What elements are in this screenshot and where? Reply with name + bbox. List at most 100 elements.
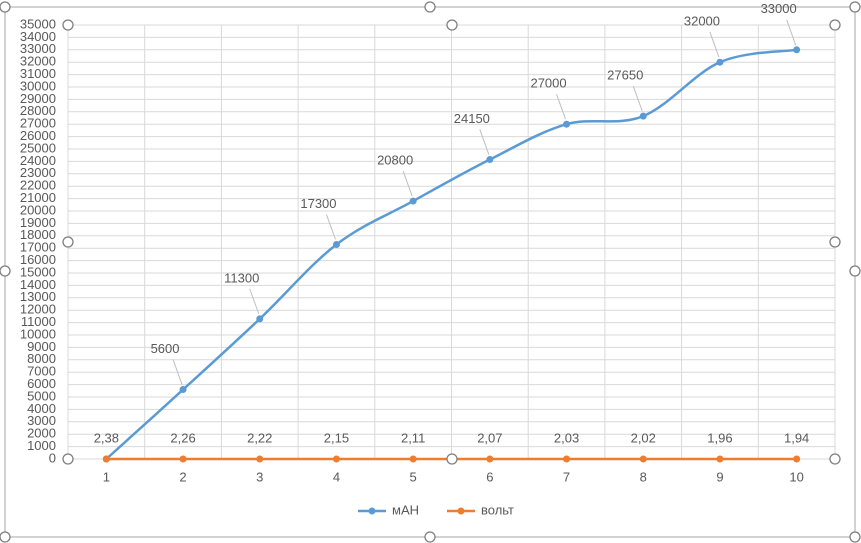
data-label: 17300 (300, 196, 336, 211)
data-label: 1,96 (707, 430, 732, 445)
x-tick-label: 3 (256, 469, 263, 484)
data-point (332, 240, 340, 248)
y-tick-label: 29000 (20, 91, 56, 106)
leader-line (632, 85, 643, 112)
y-tick-label: 11000 (21, 314, 56, 329)
y-tick-label: 5000 (27, 388, 56, 403)
data-point (486, 455, 494, 463)
data-point (716, 58, 724, 66)
y-tick-label: 6000 (27, 376, 56, 391)
data-label: 5600 (151, 341, 180, 356)
y-tick-label: 24000 (20, 153, 56, 168)
y-tick-label: 20000 (20, 202, 56, 217)
data-label: 2,02 (631, 430, 656, 445)
y-tick-label: 26000 (20, 128, 56, 143)
y-tick-label: 8000 (27, 351, 56, 366)
x-tick-label: 9 (716, 469, 723, 484)
y-tick-label: 23000 (20, 165, 56, 180)
data-point (102, 455, 110, 463)
data-point (332, 455, 340, 463)
x-tick-label: 4 (333, 469, 340, 484)
leader-line (172, 359, 183, 385)
y-tick-label: 33000 (20, 41, 56, 56)
legend-label: мАН (392, 502, 419, 517)
y-tick-label: 1000 (27, 438, 56, 453)
y-tick-label: 32000 (20, 54, 56, 69)
x-tick-label: 8 (640, 469, 647, 484)
y-tick-label: 21000 (20, 190, 56, 205)
y-tick-label: 22000 (20, 178, 56, 193)
y-tick-label: 19000 (20, 215, 56, 230)
data-label: 20800 (377, 153, 413, 168)
data-point (793, 46, 801, 54)
data-point (639, 112, 647, 120)
y-tick-label: 34000 (20, 29, 56, 44)
y-tick-label: 25000 (20, 140, 56, 155)
x-tick-label: 1 (103, 469, 110, 484)
y-tick-label: 35000 (20, 16, 56, 31)
data-point (793, 455, 801, 463)
y-tick-label: 16000 (20, 252, 56, 267)
data-label: 2,15 (324, 430, 349, 445)
y-tick-label: 9000 (27, 339, 56, 354)
y-tick-label: 18000 (20, 227, 56, 242)
leader-line (325, 214, 336, 240)
data-label: 27650 (607, 68, 643, 83)
data-label: 32000 (684, 14, 720, 29)
y-tick-label: 30000 (20, 78, 56, 93)
leader-line (249, 288, 260, 315)
data-point (409, 455, 417, 463)
data-point (179, 455, 187, 463)
data-point (639, 455, 647, 463)
legend-marker (457, 507, 465, 515)
data-label: 2,38 (94, 430, 119, 445)
data-point (256, 455, 264, 463)
x-tick-label: 5 (410, 469, 417, 484)
leader-line (709, 32, 720, 58)
data-label: 2,03 (554, 430, 579, 445)
data-label: 27000 (530, 76, 566, 91)
data-label: 24150 (454, 111, 490, 126)
data-label: 2,22 (247, 430, 272, 445)
y-tick-label: 15000 (20, 264, 56, 279)
data-label: 33000 (761, 1, 797, 16)
y-tick-label: 27000 (20, 116, 56, 131)
y-tick-label: 13000 (20, 289, 56, 304)
y-tick-label: 0 (49, 450, 56, 465)
y-tick-label: 7000 (27, 364, 56, 379)
y-tick-label: 4000 (27, 401, 56, 416)
chart-border (4, 6, 856, 538)
y-tick-label: 28000 (20, 103, 56, 118)
leader-line (479, 129, 490, 155)
y-tick-label: 2000 (27, 426, 56, 441)
x-tick-label: 2 (179, 469, 186, 484)
x-tick-label: 10 (789, 469, 803, 484)
grid: 0100020003000400050006000700080009000100… (20, 16, 836, 484)
y-tick-label: 10000 (20, 326, 56, 341)
data-point (179, 386, 187, 394)
x-tick-label: 6 (486, 469, 493, 484)
legend-label: вольт (481, 502, 514, 517)
data-point (486, 156, 494, 164)
y-tick-label: 14000 (20, 277, 56, 292)
legend-marker (368, 507, 376, 515)
y-tick-label: 31000 (20, 66, 56, 81)
leader-line (786, 19, 797, 45)
series-line (105, 48, 797, 460)
data-label: 1,94 (784, 430, 809, 445)
data-point (563, 120, 571, 128)
data-point (563, 455, 571, 463)
data-label: 2,11 (401, 430, 425, 445)
leader-line (556, 94, 567, 120)
data-label: 2,07 (477, 430, 502, 445)
data-point (716, 455, 724, 463)
leader-line (402, 170, 413, 197)
y-tick-label: 3000 (27, 413, 56, 428)
data-label: 2,26 (170, 430, 195, 445)
data-label: 11300 (224, 270, 259, 285)
plot: 5600 11300 17300 20800 24150 27000 27650 32000 3… (94, 1, 810, 517)
x-tick-label: 7 (563, 469, 570, 484)
data-point (409, 197, 417, 205)
